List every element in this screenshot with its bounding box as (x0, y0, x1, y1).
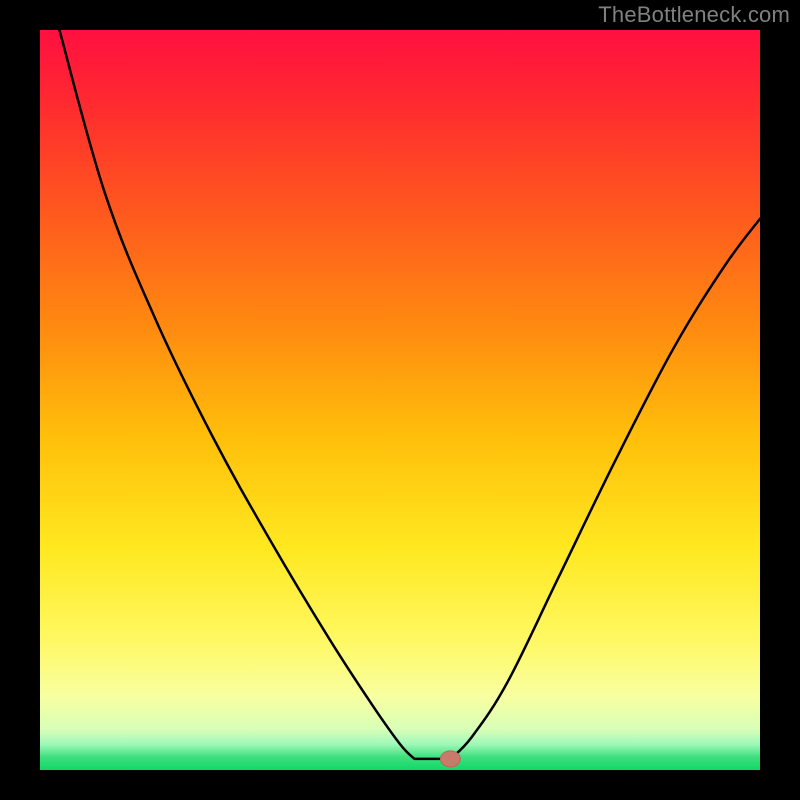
curve-layer (40, 30, 760, 770)
chart-frame: TheBottleneck.com (0, 0, 800, 800)
plot-area (40, 30, 760, 770)
watermark-text: TheBottleneck.com (598, 2, 790, 28)
bottleneck-curve (59, 30, 760, 759)
valley-marker (440, 751, 460, 767)
